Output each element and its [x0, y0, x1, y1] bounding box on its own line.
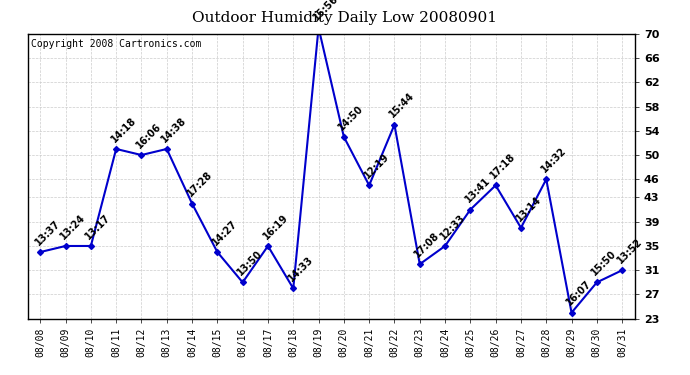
Text: 12:19: 12:19	[362, 152, 391, 180]
Text: 14:38: 14:38	[159, 115, 189, 144]
Text: 15:50: 15:50	[590, 249, 619, 278]
Text: 13:50: 13:50	[235, 249, 264, 278]
Text: Copyright 2008 Cartronics.com: Copyright 2008 Cartronics.com	[30, 39, 201, 50]
Text: 13:52: 13:52	[615, 236, 644, 266]
Text: 16:06: 16:06	[135, 121, 164, 150]
Text: 14:50: 14:50	[337, 103, 366, 132]
Text: 16:19: 16:19	[261, 212, 290, 241]
Text: 13:14: 13:14	[514, 194, 543, 223]
Text: 14:33: 14:33	[286, 255, 315, 284]
Text: 17:18: 17:18	[489, 152, 518, 180]
Text: 16:07: 16:07	[564, 279, 593, 308]
Text: 12:33: 12:33	[438, 212, 467, 241]
Text: 13:24: 13:24	[59, 212, 88, 241]
Text: 17:28: 17:28	[185, 170, 214, 199]
Text: 13:37: 13:37	[33, 218, 62, 247]
Text: 15:44: 15:44	[387, 91, 416, 120]
Text: 13:41: 13:41	[463, 176, 492, 205]
Text: 15:56: 15:56	[311, 0, 340, 23]
Text: 17:08: 17:08	[413, 230, 442, 260]
Text: 13:17: 13:17	[83, 212, 112, 241]
Text: Outdoor Humidity Daily Low 20080901: Outdoor Humidity Daily Low 20080901	[193, 11, 497, 25]
Text: 14:32: 14:32	[539, 146, 568, 174]
Text: 14:18: 14:18	[109, 115, 138, 144]
Text: 14:27: 14:27	[210, 218, 239, 247]
